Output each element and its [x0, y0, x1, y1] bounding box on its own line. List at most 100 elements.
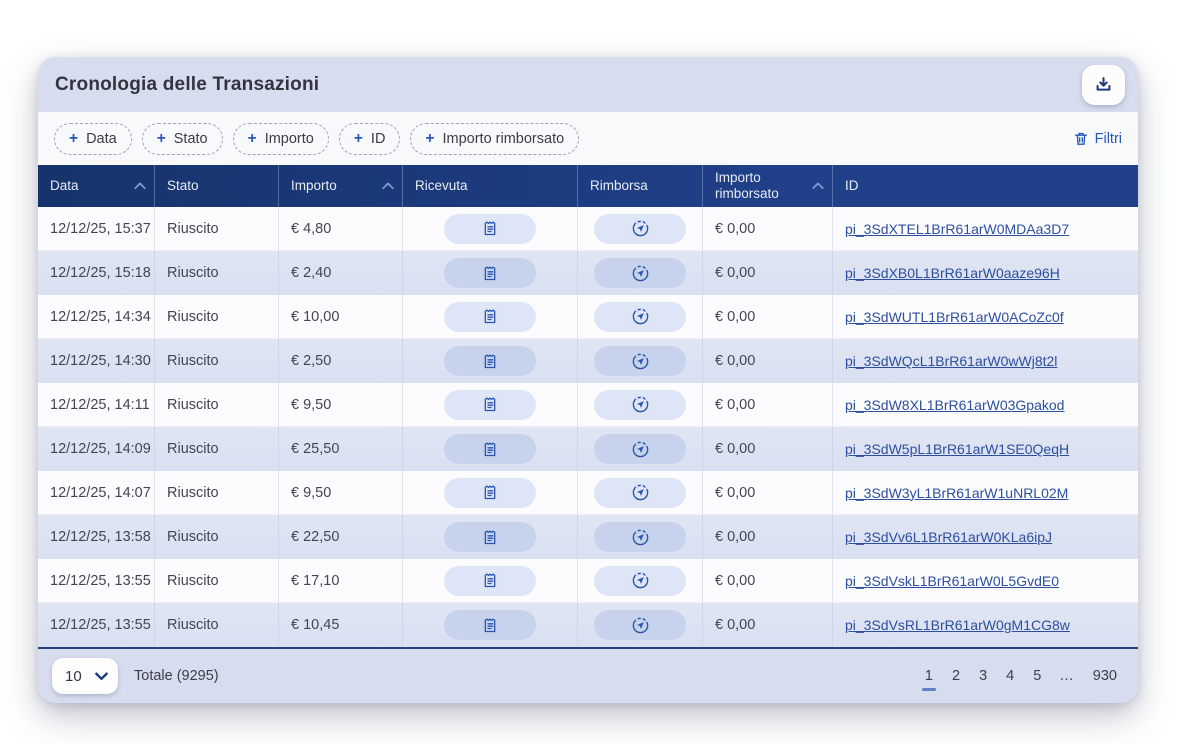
add-filter-chip[interactable]: + Importo: [232, 122, 329, 155]
page-number-3[interactable]: 3: [979, 668, 988, 684]
receipt-icon: [482, 484, 498, 501]
cell-id: pi_3SdXTEL1BrR61arW0MDAa3D7: [833, 207, 1138, 251]
receipt-icon: [482, 308, 498, 325]
receipt-button[interactable]: [444, 301, 536, 332]
refund-button[interactable]: [594, 346, 686, 376]
refund-button[interactable]: [594, 565, 686, 596]
refund-button[interactable]: [594, 389, 686, 420]
cell-refund: [578, 339, 703, 383]
cell-date: 12/12/25, 14:09: [38, 427, 155, 471]
column-header[interactable]: Rimborsa: [578, 165, 703, 207]
receipt-button[interactable]: [444, 389, 536, 420]
page-number-5[interactable]: 5: [1033, 668, 1042, 684]
page-number-2[interactable]: 2: [951, 668, 961, 684]
cell-amount: € 25,50: [279, 427, 403, 471]
transaction-id-link[interactable]: pi_3SdW3yL1BrR61arW1uNRL02M: [845, 484, 1069, 501]
refund-button[interactable]: [594, 213, 686, 244]
cell-status: Riuscito: [155, 207, 279, 251]
column-header-label: Importo rimborsato: [715, 170, 779, 201]
column-header[interactable]: Stato: [155, 165, 279, 207]
column-header[interactable]: Importo: [279, 165, 403, 207]
receipt-button[interactable]: [444, 434, 536, 464]
table-row: 12/12/25, 13:55 Riuscito € 17,10: [38, 559, 1138, 603]
column-header[interactable]: Data: [38, 165, 155, 207]
cell-amount: € 2,50: [279, 339, 403, 383]
filters-clear-button[interactable]: Filtri: [1073, 130, 1122, 147]
add-filter-chip[interactable]: + Importo rimborsato: [410, 122, 580, 155]
pagination-ellipsis: …: [1059, 668, 1075, 684]
cell-status: Riuscito: [155, 251, 279, 295]
page-size-value: 10: [65, 667, 82, 685]
cell-refund: [578, 251, 703, 295]
cell-amount: € 2,40: [279, 251, 403, 295]
column-header[interactable]: Ricevuta: [403, 165, 578, 207]
cell-refunded-amount: € 0,00: [703, 339, 833, 383]
table-row: 12/12/25, 15:37 Riuscito € 4,80: [38, 207, 1138, 251]
page-number-1[interactable]: 1: [921, 668, 937, 691]
transaction-id-link[interactable]: pi_3SdVsRL1BrR61arW0gM1CG8w: [845, 617, 1070, 633]
table-row: 12/12/25, 14:11 Riuscito € 9,50: [38, 383, 1138, 427]
refund-send-icon: [631, 395, 650, 414]
column-header[interactable]: ID: [833, 165, 1138, 207]
refund-button[interactable]: [594, 258, 686, 288]
total-count-label: Totale (9295): [134, 668, 219, 684]
cell-id: pi_3SdVsRL1BrR61arW0gM1CG8w: [833, 603, 1138, 647]
page-number-930[interactable]: 930: [1092, 668, 1117, 684]
receipt-button[interactable]: [444, 258, 536, 288]
column-header[interactable]: Importo rimborsato: [703, 165, 833, 207]
cell-date: 12/12/25, 14:34: [38, 295, 155, 339]
transaction-id-link[interactable]: pi_3SdW5pL1BrR61arW1SE0QeqH: [845, 441, 1070, 457]
receipt-button[interactable]: [444, 346, 536, 376]
table-row: 12/12/25, 14:07 Riuscito € 9,50: [38, 471, 1138, 515]
receipt-button[interactable]: [444, 477, 536, 508]
sort-chevron-icon[interactable]: [812, 182, 824, 190]
chevron-down-icon: [95, 672, 108, 681]
transaction-id-link[interactable]: pi_3SdVv6L1BrR61arW0KLa6ipJ: [845, 529, 1053, 545]
transaction-id-link[interactable]: pi_3SdWUTL1BrR61arW0ACoZc0f: [845, 308, 1064, 325]
add-filter-chip[interactable]: + Stato: [141, 122, 223, 155]
cell-receipt: [403, 383, 578, 427]
table-row: 12/12/25, 14:09 Riuscito € 25,50: [38, 427, 1138, 471]
cell-status: Riuscito: [155, 295, 279, 339]
cell-date: 12/12/25, 15:37: [38, 207, 155, 251]
page-size-select[interactable]: 10: [52, 658, 118, 694]
receipt-icon: [482, 572, 498, 589]
cell-refund: [578, 295, 703, 339]
cell-refunded-amount: € 0,00: [703, 603, 833, 647]
cell-refund: [578, 603, 703, 647]
receipt-button[interactable]: [444, 565, 536, 596]
plus-icon: +: [156, 129, 166, 147]
transaction-id-link[interactable]: pi_3SdXTEL1BrR61arW0MDAa3D7: [845, 220, 1070, 237]
transaction-id-link[interactable]: pi_3SdXB0L1BrR61arW0aaze96H: [845, 265, 1060, 281]
receipt-button[interactable]: [444, 610, 536, 640]
cell-receipt: [403, 427, 578, 471]
refund-button[interactable]: [594, 477, 686, 508]
cell-id: pi_3SdVv6L1BrR61arW0KLa6ipJ: [833, 515, 1138, 559]
cell-refund: [578, 515, 703, 559]
plus-icon: +: [425, 129, 435, 147]
sort-chevron-icon[interactable]: [382, 182, 394, 190]
column-header-label: Importo: [291, 178, 337, 194]
refund-button[interactable]: [594, 522, 686, 552]
add-filter-chip[interactable]: + Data: [54, 122, 132, 155]
transaction-id-link[interactable]: pi_3SdVskL1BrR61arW0L5GvdE0: [845, 572, 1060, 589]
cell-date: 12/12/25, 14:30: [38, 339, 155, 383]
filter-chips: + Data + Stato + Importo + ID + Importo …: [54, 122, 580, 155]
page-number-4[interactable]: 4: [1006, 668, 1015, 684]
receipt-button[interactable]: [444, 213, 536, 244]
refund-button[interactable]: [594, 610, 686, 640]
refund-button[interactable]: [594, 434, 686, 464]
refund-button[interactable]: [594, 301, 686, 332]
cell-receipt: [403, 603, 578, 647]
cell-id: pi_3SdW8XL1BrR61arW03Gpakod: [833, 383, 1138, 427]
sort-chevron-icon[interactable]: [134, 182, 146, 190]
cell-refunded-amount: € 0,00: [703, 515, 833, 559]
receipt-icon: [482, 265, 498, 282]
transaction-id-link[interactable]: pi_3SdW8XL1BrR61arW03Gpakod: [845, 396, 1065, 413]
add-filter-chip[interactable]: + ID: [338, 122, 401, 155]
export-download-button[interactable]: [1082, 64, 1125, 105]
transaction-id-link[interactable]: pi_3SdWQcL1BrR61arW0wWj8t2l: [845, 353, 1058, 369]
receipt-button[interactable]: [444, 522, 536, 552]
cell-refunded-amount: € 0,00: [703, 471, 833, 515]
table-row: 12/12/25, 13:55 Riuscito € 10,45: [38, 603, 1138, 647]
